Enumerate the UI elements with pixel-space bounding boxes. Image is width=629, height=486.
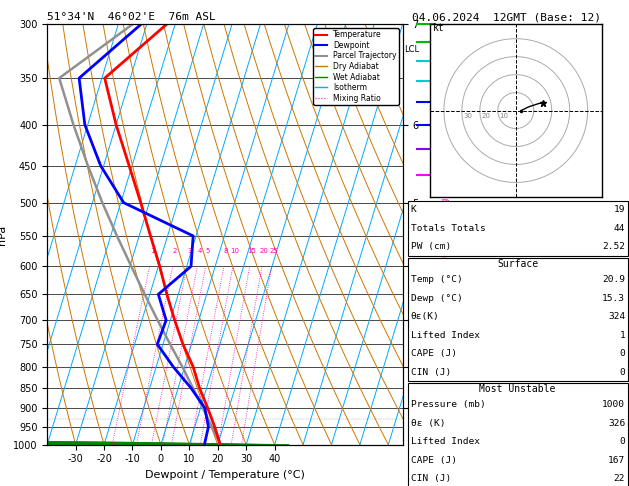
Text: 324: 324 — [608, 312, 625, 321]
Text: 5: 5 — [206, 248, 210, 255]
Text: Mixing Ratio (g/kg): Mixing Ratio (g/kg) — [441, 195, 450, 274]
Text: kt: kt — [433, 23, 445, 34]
Text: 0: 0 — [620, 367, 625, 377]
Text: 20.9: 20.9 — [602, 275, 625, 284]
Text: © weatheronline.co.uk: © weatheronline.co.uk — [461, 473, 574, 482]
Text: Lifted Index: Lifted Index — [411, 437, 480, 446]
Text: CAPE (J): CAPE (J) — [411, 456, 457, 465]
Text: 44: 44 — [614, 224, 625, 233]
Text: 19: 19 — [614, 206, 625, 214]
Text: 51°34'N  46°02'E  76m ASL: 51°34'N 46°02'E 76m ASL — [47, 12, 216, 22]
Text: Surface: Surface — [497, 259, 538, 269]
Text: 0: 0 — [620, 437, 625, 446]
Text: CAPE (J): CAPE (J) — [411, 349, 457, 358]
Text: 30: 30 — [464, 113, 472, 119]
Text: 15: 15 — [247, 248, 256, 255]
Text: Totals Totals: Totals Totals — [411, 224, 486, 233]
Text: CIN (J): CIN (J) — [411, 474, 451, 483]
Text: Dewp (°C): Dewp (°C) — [411, 294, 462, 303]
Text: CIN (J): CIN (J) — [411, 367, 451, 377]
Text: 20: 20 — [260, 248, 269, 255]
Text: 04.06.2024  12GMT (Base: 12): 04.06.2024 12GMT (Base: 12) — [412, 12, 601, 22]
Text: 22: 22 — [614, 474, 625, 483]
Text: Pressure (mb): Pressure (mb) — [411, 400, 486, 409]
Text: 326: 326 — [608, 419, 625, 428]
Text: 1: 1 — [620, 330, 625, 340]
Text: 10: 10 — [499, 113, 509, 119]
X-axis label: Dewpoint / Temperature (°C): Dewpoint / Temperature (°C) — [145, 470, 305, 480]
Y-axis label: hPa: hPa — [0, 225, 8, 244]
Text: 10: 10 — [231, 248, 240, 255]
Text: 167: 167 — [608, 456, 625, 465]
Text: 0: 0 — [620, 349, 625, 358]
Text: PW (cm): PW (cm) — [411, 243, 451, 251]
Text: 25: 25 — [269, 248, 278, 255]
Text: 2.52: 2.52 — [602, 243, 625, 251]
Text: θε (K): θε (K) — [411, 419, 445, 428]
Text: θε(K): θε(K) — [411, 312, 440, 321]
Text: 4: 4 — [198, 248, 202, 255]
Legend: Temperature, Dewpoint, Parcel Trajectory, Dry Adiabat, Wet Adiabat, Isotherm, Mi: Temperature, Dewpoint, Parcel Trajectory… — [313, 28, 399, 105]
Text: 2: 2 — [173, 248, 177, 255]
Text: 15.3: 15.3 — [602, 294, 625, 303]
Text: 3: 3 — [187, 248, 192, 255]
Text: Most Unstable: Most Unstable — [479, 384, 556, 394]
Text: 1000: 1000 — [602, 400, 625, 409]
Text: 8: 8 — [224, 248, 228, 255]
Text: Temp (°C): Temp (°C) — [411, 275, 462, 284]
Text: 20: 20 — [482, 113, 491, 119]
Y-axis label: km
ASL: km ASL — [430, 235, 448, 256]
Text: K: K — [411, 206, 416, 214]
Text: Lifted Index: Lifted Index — [411, 330, 480, 340]
Text: 1: 1 — [150, 248, 154, 255]
Text: LCL: LCL — [404, 45, 420, 54]
